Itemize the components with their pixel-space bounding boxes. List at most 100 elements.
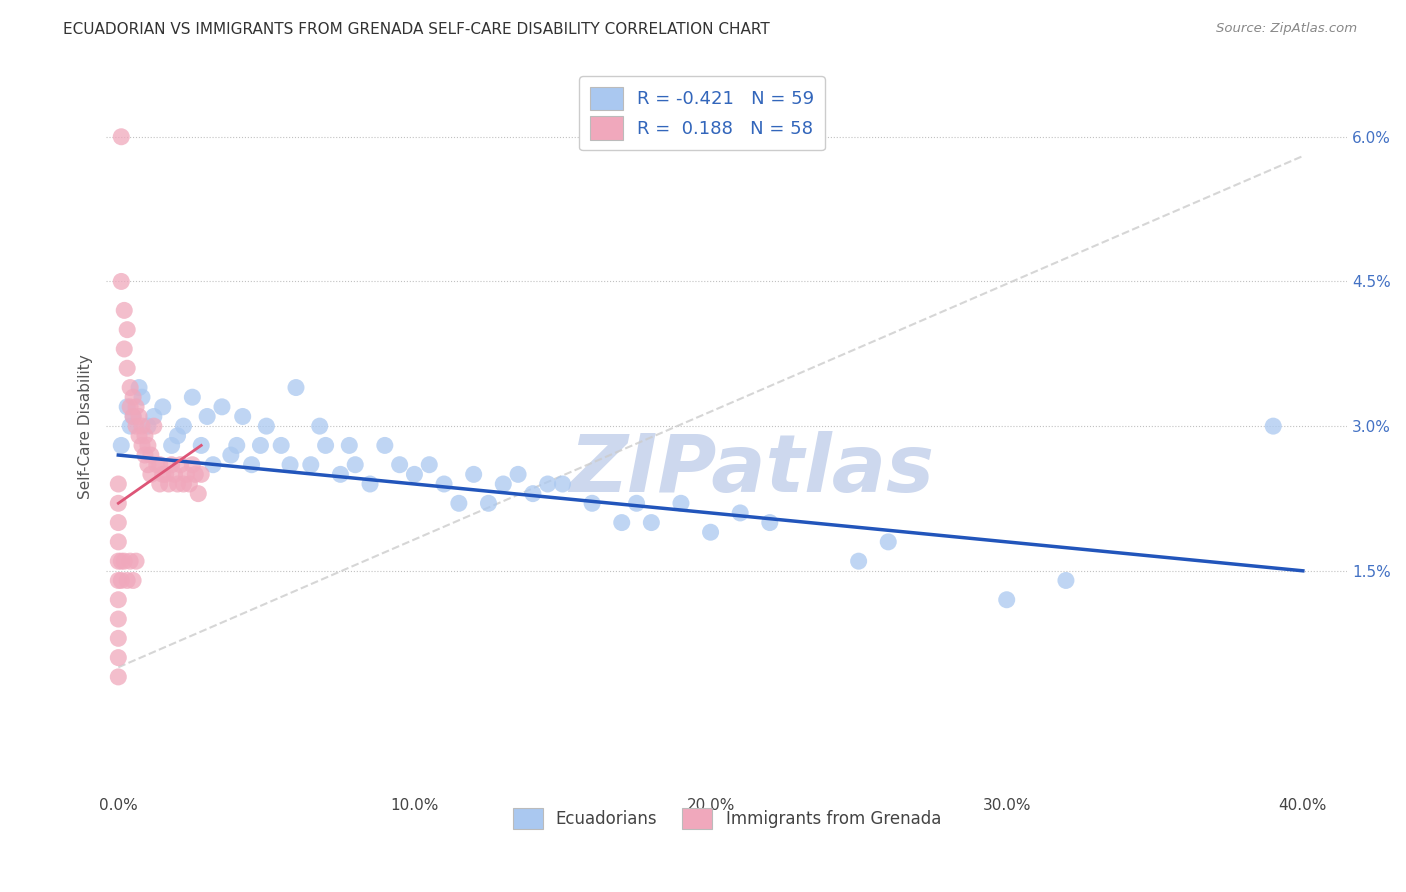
Point bbox=[254, 419, 277, 434]
Point bbox=[107, 477, 129, 491]
Point bbox=[315, 438, 337, 452]
Legend: Ecuadorians, Immigrants from Grenada: Ecuadorians, Immigrants from Grenada bbox=[506, 801, 948, 836]
Point bbox=[285, 380, 308, 394]
Point bbox=[329, 467, 352, 482]
Point bbox=[418, 458, 440, 472]
Point bbox=[728, 506, 751, 520]
Point bbox=[240, 458, 263, 472]
Point bbox=[107, 496, 129, 510]
Point bbox=[120, 419, 142, 434]
Point bbox=[128, 409, 150, 424]
Point bbox=[522, 486, 544, 500]
Point bbox=[181, 390, 204, 404]
Y-axis label: Self-Care Disability: Self-Care Disability bbox=[79, 354, 93, 499]
Point bbox=[463, 467, 485, 482]
Point bbox=[139, 467, 162, 482]
Point bbox=[359, 477, 381, 491]
Point bbox=[142, 409, 165, 424]
Point bbox=[152, 400, 174, 414]
Point bbox=[107, 516, 129, 530]
Point bbox=[128, 380, 150, 394]
Point bbox=[187, 486, 209, 500]
Point bbox=[699, 525, 721, 540]
Point bbox=[249, 438, 271, 452]
Point bbox=[131, 419, 153, 434]
Point bbox=[134, 448, 156, 462]
Point bbox=[128, 429, 150, 443]
Point bbox=[115, 361, 138, 376]
Point bbox=[149, 458, 172, 472]
Point bbox=[848, 554, 870, 568]
Point bbox=[877, 534, 900, 549]
Point bbox=[107, 554, 129, 568]
Point bbox=[142, 419, 165, 434]
Point bbox=[179, 477, 201, 491]
Point bbox=[219, 448, 242, 462]
Point bbox=[195, 409, 218, 424]
Text: ECUADORIAN VS IMMIGRANTS FROM GRENADA SELF-CARE DISABILITY CORRELATION CHART: ECUADORIAN VS IMMIGRANTS FROM GRENADA SE… bbox=[63, 22, 770, 37]
Point bbox=[610, 516, 633, 530]
Point bbox=[640, 516, 662, 530]
Point bbox=[131, 438, 153, 452]
Point bbox=[537, 477, 560, 491]
Point bbox=[139, 448, 162, 462]
Point bbox=[1054, 574, 1077, 588]
Point bbox=[136, 438, 159, 452]
Point bbox=[122, 390, 145, 404]
Point bbox=[759, 516, 782, 530]
Point bbox=[190, 438, 212, 452]
Point bbox=[110, 574, 132, 588]
Point bbox=[146, 458, 169, 472]
Point bbox=[166, 429, 188, 443]
Point bbox=[115, 400, 138, 414]
Point bbox=[160, 438, 183, 452]
Point bbox=[136, 458, 159, 472]
Point bbox=[551, 477, 574, 491]
Point bbox=[107, 574, 129, 588]
Point bbox=[134, 429, 156, 443]
Point bbox=[125, 554, 148, 568]
Point bbox=[160, 458, 183, 472]
Point bbox=[112, 342, 135, 356]
Point bbox=[278, 458, 301, 472]
Point bbox=[344, 458, 367, 472]
Point bbox=[172, 477, 194, 491]
Point bbox=[337, 438, 360, 452]
Point bbox=[149, 477, 172, 491]
Point bbox=[107, 592, 129, 607]
Point bbox=[176, 467, 198, 482]
Point bbox=[125, 400, 148, 414]
Point bbox=[107, 632, 129, 646]
Point bbox=[308, 419, 330, 434]
Point bbox=[299, 458, 322, 472]
Point bbox=[112, 303, 135, 318]
Point bbox=[155, 467, 177, 482]
Point bbox=[581, 496, 603, 510]
Point bbox=[131, 390, 153, 404]
Point bbox=[136, 419, 159, 434]
Point bbox=[110, 554, 132, 568]
Point bbox=[202, 458, 225, 472]
Point bbox=[181, 458, 204, 472]
Point bbox=[477, 496, 499, 510]
Point bbox=[120, 554, 142, 568]
Point bbox=[388, 458, 411, 472]
Point bbox=[433, 477, 456, 491]
Point bbox=[120, 380, 142, 394]
Point bbox=[166, 477, 188, 491]
Point bbox=[122, 574, 145, 588]
Point bbox=[163, 467, 186, 482]
Point bbox=[1263, 419, 1285, 434]
Point bbox=[172, 419, 194, 434]
Point bbox=[120, 400, 142, 414]
Point bbox=[211, 400, 233, 414]
Point bbox=[374, 438, 396, 452]
Text: ZIPatlas: ZIPatlas bbox=[569, 431, 934, 509]
Point bbox=[404, 467, 426, 482]
Point bbox=[107, 650, 129, 665]
Point bbox=[110, 275, 132, 289]
Point bbox=[626, 496, 648, 510]
Point bbox=[190, 467, 212, 482]
Point bbox=[225, 438, 247, 452]
Point bbox=[110, 438, 132, 452]
